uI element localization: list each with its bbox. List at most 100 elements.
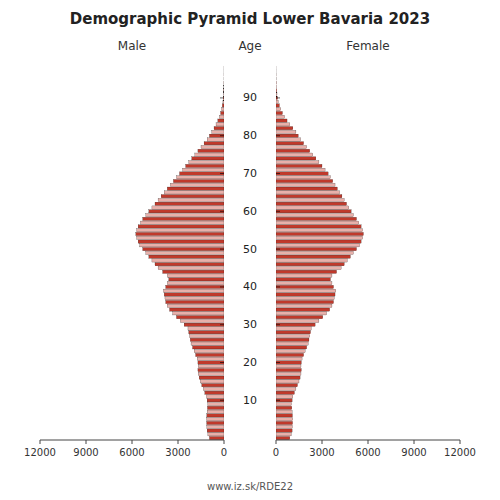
bar [276, 240, 361, 243]
bar [276, 331, 311, 334]
bar [276, 327, 311, 330]
tick [220, 211, 224, 212]
bar [214, 127, 224, 130]
bar [223, 70, 224, 73]
bar [276, 297, 334, 300]
bar [166, 300, 224, 303]
bar [194, 350, 224, 353]
bar [276, 368, 301, 371]
bar [276, 353, 304, 356]
bar [276, 304, 332, 307]
tick [220, 400, 224, 401]
bar [191, 342, 224, 345]
bar [276, 210, 351, 213]
bar [170, 183, 224, 186]
tick [276, 211, 280, 212]
bar [155, 263, 224, 266]
bar [143, 248, 224, 251]
bar [158, 266, 224, 269]
tick [220, 286, 224, 287]
bar [276, 391, 294, 394]
bar [276, 164, 322, 167]
tick [276, 249, 280, 250]
bar [276, 149, 310, 152]
tick-label: 40 [243, 280, 257, 293]
bar [276, 161, 319, 164]
bar [223, 74, 224, 77]
bar [276, 108, 281, 111]
bar [276, 429, 292, 432]
bar [276, 342, 308, 345]
bar [218, 119, 224, 122]
tick [86, 440, 87, 444]
bar [276, 410, 292, 413]
bar [276, 274, 332, 277]
bar [204, 142, 224, 145]
bar [276, 130, 296, 133]
bar [198, 361, 224, 364]
bar [183, 168, 224, 171]
bar [137, 229, 224, 232]
bar [208, 402, 224, 405]
bar [276, 248, 357, 251]
bar [276, 100, 278, 103]
tick [414, 440, 415, 444]
bar [189, 331, 224, 334]
tick-label: 6000 [355, 447, 380, 458]
bar [198, 368, 224, 371]
tick [276, 286, 280, 287]
bar [167, 304, 224, 307]
bar [149, 210, 224, 213]
bar [167, 187, 224, 190]
bar [205, 391, 224, 394]
tick [40, 440, 41, 444]
bar [276, 346, 307, 349]
tick-label: 12000 [444, 447, 476, 458]
bar [136, 232, 224, 235]
bar [201, 145, 224, 148]
bar [164, 191, 224, 194]
bar [140, 244, 224, 247]
tick [368, 440, 369, 444]
bar [223, 81, 224, 84]
background [0, 0, 500, 500]
bar [276, 263, 344, 266]
bar [276, 172, 328, 175]
bar [207, 414, 224, 417]
bar [200, 380, 224, 383]
bar [223, 85, 224, 88]
bar [276, 142, 304, 145]
bar [276, 229, 363, 232]
bar [276, 77, 277, 80]
bar [143, 217, 224, 220]
tick [276, 173, 280, 174]
bar [276, 425, 292, 428]
bar [173, 179, 224, 182]
bar [184, 323, 224, 326]
bars [276, 66, 363, 440]
bar [202, 384, 224, 387]
bar [276, 115, 285, 118]
bar [223, 100, 224, 103]
tick [276, 440, 277, 444]
bar [224, 62, 225, 65]
bar [276, 421, 293, 424]
bar [138, 240, 224, 243]
bar [196, 353, 224, 356]
tick-label: 9000 [401, 447, 426, 458]
bar [176, 176, 224, 179]
bar [276, 338, 309, 341]
bar [276, 414, 292, 417]
bar [203, 387, 224, 390]
tick [220, 362, 224, 363]
bar [165, 297, 224, 300]
chart: Demographic Pyramid Lower Bavaria 2023Ma… [0, 0, 500, 500]
axis-label: Age [238, 39, 261, 53]
bar [276, 372, 301, 375]
tick-label: 20 [243, 356, 257, 369]
bar [276, 70, 277, 73]
tick-label: 6000 [119, 447, 144, 458]
bar [276, 376, 300, 379]
bar [276, 191, 340, 194]
bar [276, 202, 347, 205]
